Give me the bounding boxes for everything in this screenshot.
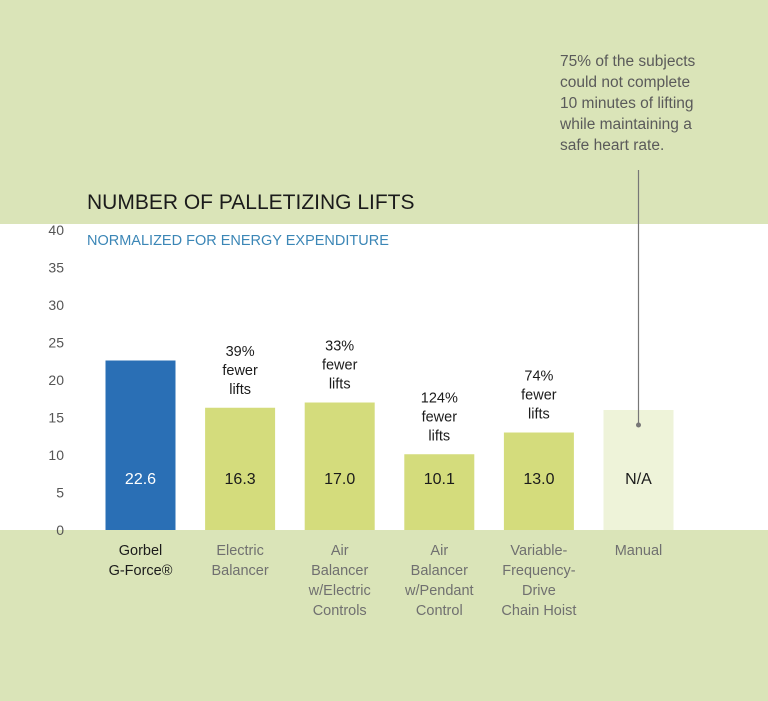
bar-value-label: 16.3 bbox=[225, 471, 256, 488]
x-tick-label: Air Balancer w/Electric Controls bbox=[308, 543, 371, 619]
y-tick-label: 5 bbox=[56, 485, 64, 501]
bar-value-label: 22.6 bbox=[125, 471, 156, 488]
bar-annotation: 124% fewer lifts bbox=[421, 390, 458, 444]
bar bbox=[603, 410, 674, 530]
x-tick-label: Gorbel G-Force® bbox=[109, 543, 173, 579]
bar bbox=[503, 432, 574, 530]
y-tick-label: 0 bbox=[56, 522, 64, 538]
bar-value-label: 10.1 bbox=[424, 471, 455, 488]
header-band bbox=[0, 224, 768, 250]
y-tick-label: 35 bbox=[48, 260, 64, 276]
y-tick-label: 30 bbox=[48, 297, 64, 313]
chart-subtitle: NORMALIZED FOR ENERGY EXPENDITURE bbox=[87, 233, 389, 249]
x-tick-label: Air Balancer w/Pendant Control bbox=[404, 543, 474, 619]
y-tick-label: 15 bbox=[48, 410, 64, 426]
x-tick-label: Manual bbox=[615, 543, 663, 559]
x-tick-label: Variable-Frequency-Drive Chain Hoist bbox=[501, 543, 576, 619]
y-tick-label: 20 bbox=[48, 372, 64, 388]
bar bbox=[304, 402, 375, 530]
bars: 22.6 Gorbel G-Force® 16.3 39% fewer lifts Elect… bbox=[105, 339, 674, 619]
bar bbox=[205, 407, 276, 530]
y-tick-label: 10 bbox=[48, 447, 64, 463]
callout-dot bbox=[636, 422, 641, 428]
chart-title: NUMBER OF PALLETIZING LIFTS bbox=[87, 191, 415, 214]
callout: 75% of the subjects could not complete 10 … bbox=[559, 53, 696, 428]
bar-value-label: 13.0 bbox=[523, 471, 554, 488]
bar-value-label: N/A bbox=[625, 471, 652, 488]
bar-value-label: 17.0 bbox=[324, 471, 355, 488]
bar-annotation: 39% fewer lifts bbox=[222, 344, 258, 398]
y-tick-label: 25 bbox=[48, 335, 64, 351]
x-tick-label: Electric Balancer bbox=[211, 543, 268, 579]
y-tick-label: 40 bbox=[48, 222, 64, 238]
callout-text: 75% of the subjects could not complete 10 … bbox=[559, 53, 696, 154]
bar bbox=[105, 360, 176, 530]
bar bbox=[404, 454, 475, 530]
bar-annotation: 33% fewer lifts bbox=[322, 339, 358, 393]
y-axis: 0 5 10 15 20 25 30 35 40 bbox=[48, 222, 64, 538]
bar-annotation: 74% fewer lifts bbox=[521, 369, 557, 423]
